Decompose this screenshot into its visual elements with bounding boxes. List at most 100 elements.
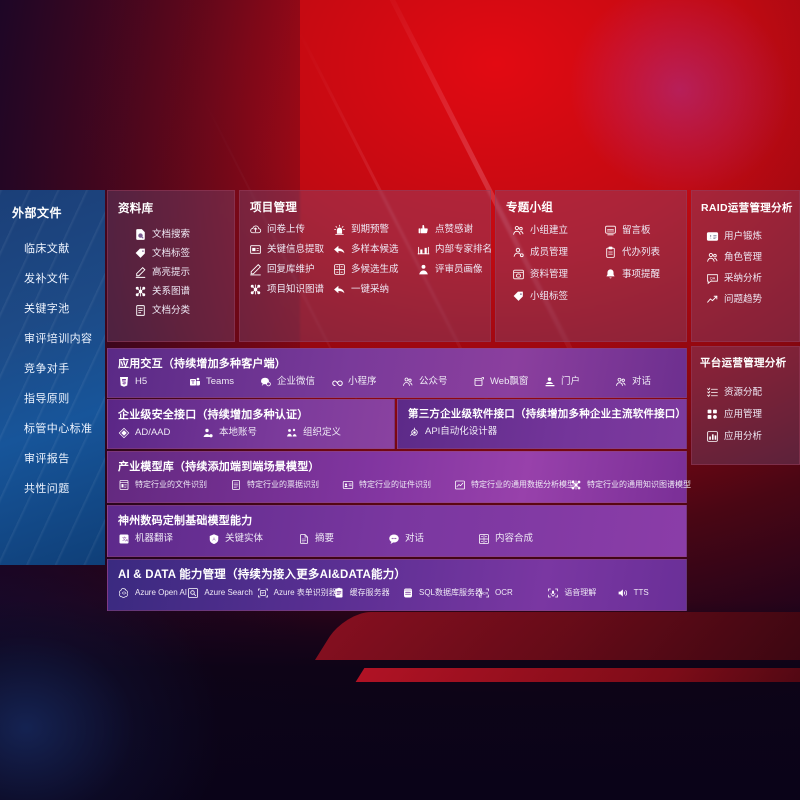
project-item-multi-sample[interactable]: 多样本候选 [333,243,417,256]
sidebar-item-supplement-docs[interactable]: 发补文件 [24,273,70,285]
group-title: 专题小组 [506,202,554,214]
interaction-band: 应用交互（持续增加多种客户端） H5 Teams 企业微信 小程序 公众号 [107,348,687,398]
thirdparty-band: 第三方企业级软件接口（持续增加多种企业主流软件接口） API自动化设计器 [397,399,687,449]
platform-item-app-manage[interactable]: 应用管理 [706,408,799,421]
library-item-highlight[interactable]: 高亮提示 [134,266,234,279]
aidata-item-azure-search[interactable]: Azure Search [187,587,256,599]
project-item-label: 多样本候选 [351,243,399,255]
project-item-key-info-extract[interactable]: 关键信息提取 [249,243,333,256]
security-title: 企业级安全接口（持续增加多种认证） [118,409,309,421]
platform-item-app-analysis[interactable]: 应用分析 [706,430,799,443]
security-item-ad-aad[interactable]: AD/AAD [118,427,202,439]
raid-item-adoption-analysis[interactable]: QA 采纳分析 [706,272,799,285]
interaction-item-web-popup[interactable]: Web飘窗 [473,376,544,388]
sidebar-item-standards-center[interactable]: 标管中心标准 [24,423,93,435]
library-item-relation-graph[interactable]: 关系图谱 [134,285,234,298]
group-item-message-board[interactable]: 留言板 [604,224,694,237]
modellib-item-file-recognition[interactable]: 特定行业的文件识别 [118,479,230,491]
group-item-material-manage[interactable]: 资料管理 [512,268,604,281]
security-item-label: 本地账号 [219,427,258,439]
project-item-questionnaire-upload[interactable]: 问卷上传 [249,223,333,236]
raid-item-issue-trend[interactable]: 问题趋势 [706,293,799,306]
interaction-item-wechat-work[interactable]: 企业微信 [260,376,331,388]
aidata-item-sql-database[interactable]: SQL数据库服务器 [402,587,483,599]
aidata-item-ocr[interactable]: OCR OCR [478,587,547,599]
project-item-expert-ranking[interactable]: 内部专家排名 [417,243,497,256]
dialog-group-icon [615,376,627,388]
aidata-row: Azure Open AI Azure Search Azure 表单识别器 缓… [108,582,686,599]
platform-item-resource-allocation[interactable]: 资源分配 [706,386,799,399]
interaction-item-miniprogram[interactable]: 小程序 [331,376,402,388]
raid-title: RAID运营管理分析 [701,202,793,214]
app-analysis-icon [706,430,719,443]
sidebar-item-keyword-pool[interactable]: 关键字池 [24,303,70,315]
interaction-item-label: 门户 [561,376,581,388]
platform-item-label: 应用管理 [724,408,763,420]
basemodel-item-content-synthesis[interactable]: 内容合成 [478,533,568,545]
tag-icon [512,290,525,303]
sidebar-item-review-training[interactable]: 审评培训内容 [24,333,93,345]
group-item-create[interactable]: 小组建立 [512,224,604,237]
thirdparty-item-api-designer[interactable]: API自动化设计器 [408,426,497,438]
basemodel-item-summary[interactable]: 摘要 [298,533,388,545]
interaction-item-portal[interactable]: 门户 [544,376,615,388]
voice-understand-icon [547,587,559,599]
group-item-todo-list[interactable]: 代办列表 [604,246,694,259]
raid-item-role-manage[interactable]: 角色管理 [706,251,799,264]
bell-icon [604,268,617,281]
sidebar-item-review-report[interactable]: 审评报告 [24,453,70,465]
project-item-multi-candidate-gen[interactable]: 多候选生成 [333,263,417,276]
modellib-item-id-recognition[interactable]: 特定行业的证件识别 [342,479,454,491]
security-band: 企业级安全接口（持续增加多种认证） AD/AAD 本地账号 组织定义 [107,399,395,449]
aidata-item-tts[interactable]: TTS [617,587,686,599]
project-item-thanks[interactable]: 点赞感谢 [417,223,497,236]
library-item-document-category[interactable]: 文档分类 [134,304,234,317]
project-item-reviewer-profile[interactable]: 评审员画像 [417,263,497,276]
project-item-one-click-adopt[interactable]: 一键采纳 [333,283,417,296]
sidebar-item-competitors[interactable]: 竞争对手 [24,363,70,375]
sidebar-item-common-issues[interactable]: 共性问题 [24,483,70,495]
interaction-item-teams[interactable]: Teams [189,376,260,388]
library-item-label: 高亮提示 [152,266,191,278]
project-item-due-alert[interactable]: 到期预警 [333,223,417,236]
interaction-item-dialog[interactable]: 对话 [615,376,686,388]
security-item-local-account[interactable]: 本地账号 [202,427,286,439]
sidebar-item-clinical-literature[interactable]: 临床文献 [24,243,70,255]
modellib-item-data-analysis[interactable]: 特定行业的通用数据分析模型 [454,479,575,491]
aidata-item-voice-understanding[interactable]: 语音理解 [547,587,616,599]
modellib-item-label: 特定行业的通用数据分析模型 [471,480,575,489]
aidata-item-azure-openai[interactable]: Azure Open AI [118,587,187,599]
aidata-item-form-recognizer[interactable]: Azure 表单识别器 [257,587,337,599]
group-item-reminder[interactable]: 事项提醒 [604,268,694,281]
sidebar-item-guidelines[interactable]: 指导原则 [24,393,70,405]
modellib-item-knowledge-graph[interactable]: 特定行业的通用知识图谱模型 [570,479,691,491]
aidata-band: AI & DATA 能力管理（持续为接入更多AI&DATA能力） Azure O… [107,559,687,611]
library-item-document-search[interactable]: 文档搜索 [134,228,234,241]
project-item-reply-library[interactable]: 回复库维护 [249,263,333,276]
apps-gear-icon [706,408,719,421]
group-item-member-manage[interactable]: 成员管理 [512,246,604,259]
group-item-label: 留言板 [622,224,651,236]
security-item-org-definition[interactable]: 组织定义 [286,427,370,439]
aidata-item-cache-server[interactable]: 缓存服务器 [333,587,402,599]
local-account-icon [202,427,214,439]
raid-item-user-training[interactable]: 用户锻炼 [706,230,799,243]
graph-network-icon [134,285,147,298]
interaction-item-official-account[interactable]: 公众号 [402,376,473,388]
project-title: 项目管理 [250,202,298,214]
group-item-tag[interactable]: 小组标签 [512,290,604,303]
entity-badge-icon: A [208,533,220,545]
modellib-item-label: 特定行业的通用知识图谱模型 [587,480,691,489]
project-item-knowledge-graph[interactable]: 项目知识图谱 [249,283,333,296]
miniprogram-icon [331,376,343,388]
modellib-item-receipt-recognition[interactable]: 特定行业的票据识别 [230,479,342,491]
sidebar-title: 外部文件 [12,206,63,220]
basemodel-item-dialog[interactable]: 对话 [388,533,478,545]
library-item-document-tag[interactable]: 文档标签 [134,247,234,260]
basemodel-item-key-entity[interactable]: A 关键实体 [208,533,298,545]
interaction-item-h5[interactable]: H5 [118,376,189,388]
group-add-icon [512,224,525,237]
graph-network-icon [249,283,262,296]
